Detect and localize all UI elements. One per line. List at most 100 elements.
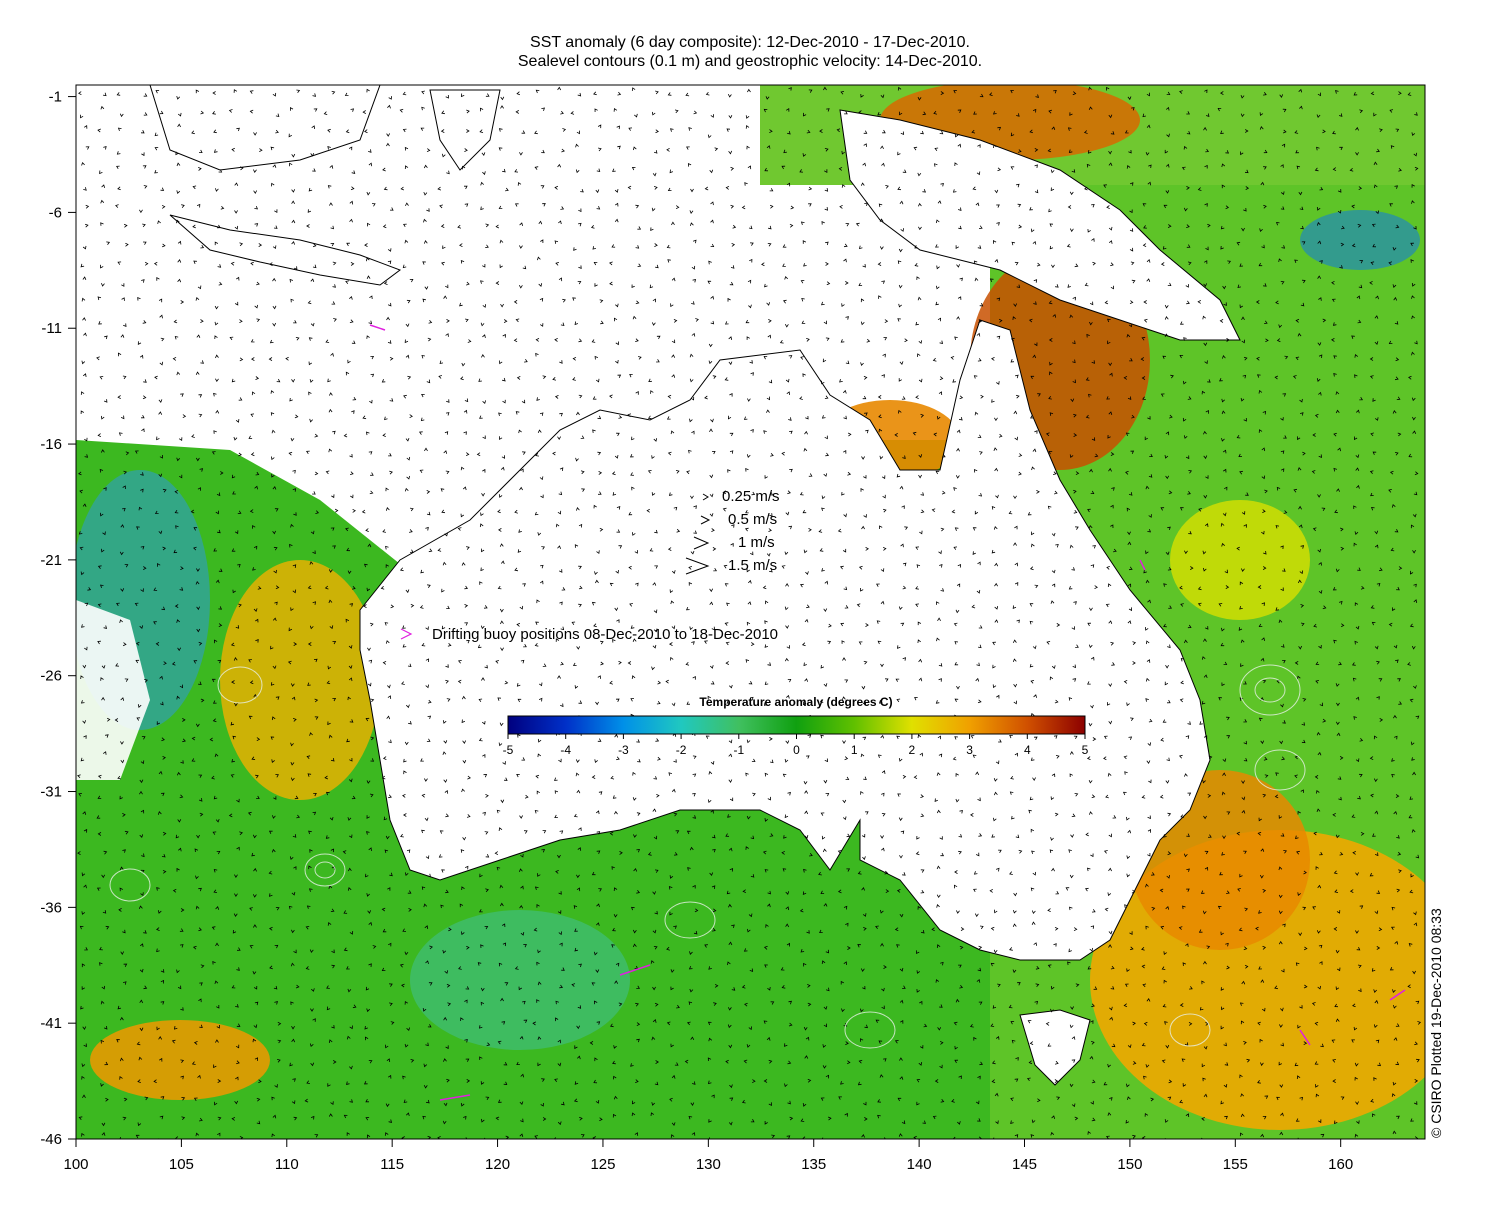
velocity-arrow xyxy=(369,490,374,495)
velocity-arrow xyxy=(388,942,392,947)
velocity-arrow xyxy=(1065,887,1070,891)
velocity-arrow xyxy=(1297,579,1302,584)
velocity-arrow xyxy=(1322,605,1327,610)
velocity-arrow xyxy=(116,602,120,607)
velocity-arrow xyxy=(877,262,882,266)
velocity-arrow xyxy=(1281,968,1285,973)
velocity-arrow xyxy=(521,757,526,761)
velocity-arrow xyxy=(256,1097,261,1102)
velocity-arrow xyxy=(632,943,637,948)
velocity-arrow xyxy=(1241,227,1245,232)
velocity-arrow xyxy=(937,200,942,204)
velocity-arrow xyxy=(913,775,918,780)
velocity-arrow xyxy=(1127,531,1131,536)
velocity-arrow xyxy=(388,739,392,744)
velocity-arrow xyxy=(1055,543,1059,548)
velocity-arrow xyxy=(517,733,521,738)
velocity-arrow xyxy=(768,319,772,323)
velocity-arrow xyxy=(881,280,886,284)
velocity-arrow xyxy=(481,152,486,156)
velocity-arrow xyxy=(920,889,925,894)
velocity-arrow xyxy=(899,200,904,205)
velocity-arrow xyxy=(1013,892,1018,897)
velocity-arrow xyxy=(767,890,772,895)
velocity-arrow xyxy=(1013,303,1018,307)
velocity-arrow xyxy=(764,475,768,479)
velocity-arrow xyxy=(1355,625,1360,630)
velocity-arrow xyxy=(862,985,866,990)
velocity-arrow xyxy=(597,451,602,456)
velocity-arrow xyxy=(161,737,165,742)
velocity-arrow xyxy=(901,505,905,509)
velocity-arrow xyxy=(615,303,619,308)
velocity-arrow xyxy=(1037,393,1041,397)
velocity-arrow xyxy=(346,1081,350,1085)
velocity-arrow xyxy=(974,913,979,918)
velocity-arrow xyxy=(328,448,333,453)
velocity-arrow xyxy=(1243,207,1247,212)
velocity-arrow xyxy=(843,961,847,966)
velocity-arrow xyxy=(1167,526,1171,531)
velocity-arrow xyxy=(159,455,163,459)
velocity-arrow xyxy=(153,1079,157,1084)
velocity-arrow xyxy=(1132,641,1137,645)
velocity-arrow xyxy=(213,889,218,893)
y-tick-label: -16 xyxy=(40,436,62,453)
velocity-arrow xyxy=(327,146,331,150)
velocity-arrow xyxy=(1370,492,1374,497)
velocity-arrow xyxy=(612,168,616,172)
velocity-arrow xyxy=(195,723,200,728)
velocity-arrow xyxy=(1032,240,1037,245)
velocity-arrow xyxy=(290,523,294,528)
velocity-arrow xyxy=(1316,206,1321,211)
velocity-arrow xyxy=(1069,1024,1074,1029)
velocity-arrow xyxy=(427,715,432,720)
velocity-arrow xyxy=(291,891,296,896)
velocity-arrow xyxy=(1316,114,1321,119)
velocity-arrow xyxy=(426,738,431,742)
velocity-arrow xyxy=(686,830,691,835)
velocity-arrow xyxy=(1410,242,1414,247)
velocity-arrow xyxy=(1355,696,1360,701)
velocity-arrow xyxy=(446,698,451,702)
velocity-arrow xyxy=(216,851,221,855)
velocity-arrow xyxy=(994,417,998,422)
velocity-arrow xyxy=(103,625,108,629)
velocity-arrow xyxy=(1067,961,1071,966)
velocity-arrow xyxy=(1131,279,1136,284)
velocity-arrow xyxy=(399,963,404,968)
velocity-arrow xyxy=(1150,1097,1155,1102)
velocity-arrow xyxy=(143,930,147,934)
velocity-arrow xyxy=(1377,1062,1381,1067)
velocity-arrow xyxy=(231,474,236,479)
velocity-arrow xyxy=(979,925,984,930)
velocity-arrow xyxy=(215,942,219,947)
velocity-arrow xyxy=(864,412,868,416)
velocity-arrow xyxy=(1068,948,1072,953)
velocity-arrow xyxy=(951,1099,955,1103)
velocity-arrow xyxy=(439,204,443,209)
velocity-arrow xyxy=(847,432,852,437)
velocity-arrow xyxy=(1103,756,1107,761)
velocity-arrow xyxy=(1091,909,1096,913)
velocity-arrow xyxy=(407,890,412,894)
velocity-arrow xyxy=(495,660,499,664)
velocity-arrow xyxy=(256,1120,261,1125)
velocity-arrow xyxy=(1162,355,1167,360)
velocity-arrow xyxy=(1034,342,1038,347)
velocity-arrow xyxy=(124,678,129,682)
velocity-arrow xyxy=(425,526,429,531)
velocity-arrow xyxy=(708,360,713,365)
velocity-arrow xyxy=(560,703,564,708)
velocity-arrow xyxy=(328,1039,333,1043)
velocity-arrow xyxy=(1413,922,1418,927)
velocity-arrow xyxy=(594,283,598,287)
velocity-arrow xyxy=(820,812,825,816)
velocity-arrow xyxy=(935,700,940,704)
velocity-arrow xyxy=(258,1079,262,1084)
velocity-arrow xyxy=(710,201,714,206)
velocity-arrow xyxy=(154,132,159,137)
velocity-arrow xyxy=(635,391,639,395)
velocity-arrow xyxy=(1141,336,1146,341)
velocity-arrow xyxy=(1239,304,1244,309)
